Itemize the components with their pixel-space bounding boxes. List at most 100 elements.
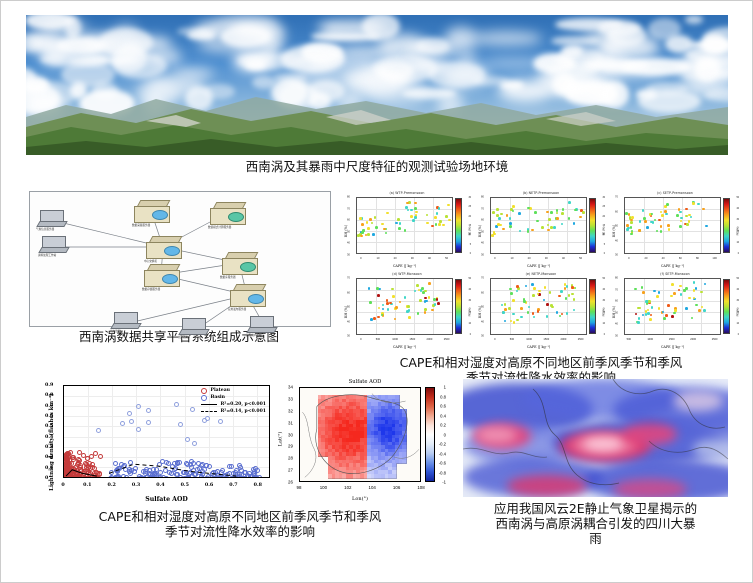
scatter-point — [381, 312, 384, 315]
colorbar-tick: 30 — [736, 300, 739, 303]
map-xtick: 108 — [417, 485, 425, 490]
cloud-puff — [333, 45, 398, 59]
scatter-point — [705, 224, 708, 228]
scatter-point — [414, 201, 417, 205]
scatter-point — [631, 216, 634, 219]
legend-label: Basin — [210, 395, 226, 400]
scatter-xaxis-label: CAPE (J kg⁻¹) — [392, 345, 417, 349]
cloud-puff — [68, 55, 140, 66]
scatter-xaxis-label: CAPE (J kg⁻¹) — [660, 264, 685, 268]
colorbar-tick: 10 — [736, 322, 739, 325]
scatter-point — [570, 284, 574, 287]
scatter-xtick: 50 — [579, 257, 583, 260]
scatter-point — [518, 229, 522, 233]
scatter-plot-area — [624, 278, 721, 335]
scatter-point — [574, 208, 577, 212]
cloud-puff — [324, 25, 341, 35]
colorbar-tick: 30 — [736, 219, 739, 222]
scatter-point — [403, 296, 407, 299]
scatter-xtick: 80 — [695, 257, 699, 260]
scatter-point — [437, 207, 441, 210]
scatter-point — [649, 214, 653, 218]
lightning-point — [170, 476, 176, 477]
network-node-11 — [246, 316, 278, 333]
scatter-point — [567, 294, 571, 298]
scatter-ytick: 80 — [615, 276, 618, 280]
colorbar-tick: 40 — [602, 289, 605, 292]
scatter-point — [543, 285, 547, 289]
scatter-point — [418, 299, 422, 302]
lightning-point — [238, 467, 244, 473]
lightning-point — [198, 474, 204, 477]
lightning-point — [78, 465, 84, 471]
scatter-point — [510, 291, 513, 295]
scatter-xtick: 2000 — [690, 338, 697, 341]
network-node-label: 数据采集服务器 — [132, 224, 151, 227]
lightning-point — [65, 476, 71, 477]
scatter-point — [694, 287, 698, 290]
scatter-point — [572, 222, 576, 225]
scatter-point — [395, 221, 399, 225]
lightning-point — [120, 420, 126, 426]
scatter-ytick: 60 — [347, 291, 350, 294]
cloud-puff — [472, 76, 509, 87]
scatter-ytick: 30 — [347, 334, 350, 338]
scatter-point — [414, 207, 417, 210]
scatter-point — [435, 206, 439, 209]
map-xtick: 106 — [392, 485, 401, 490]
scatter-xtick: 10 — [376, 257, 380, 260]
colorbar-tick: 25 — [468, 206, 471, 209]
scatter-point — [627, 212, 631, 216]
scatter-point — [532, 315, 536, 319]
scatter-point — [398, 222, 402, 225]
map-ytick: 32 — [288, 408, 293, 414]
scatter-point — [408, 316, 411, 319]
lightning-xtick: 0 — [61, 482, 65, 488]
lightning-point — [160, 459, 166, 465]
scatter-point — [376, 287, 379, 290]
scatter-point — [500, 303, 504, 307]
scatter-point — [360, 234, 364, 238]
scatter-point — [373, 317, 376, 321]
scatter-point — [416, 284, 419, 287]
cloud-puff — [46, 39, 118, 51]
mountain-ridge-shape — [26, 97, 728, 155]
scatter-point — [415, 210, 418, 214]
map-grid-cell — [402, 459, 408, 465]
scatter-point — [507, 306, 511, 310]
scatter-xtick: 500 — [626, 338, 631, 341]
scatter-colorbar — [723, 198, 730, 253]
scatter-point — [582, 211, 585, 214]
cloud-puff — [500, 81, 525, 91]
lightning-ytick: 0.8 — [45, 392, 54, 399]
lightning-ytick: 0.2 — [45, 454, 54, 461]
colorbar-tick: 20 — [602, 311, 605, 314]
scatter-xtick: 100 — [712, 257, 717, 260]
scatter-point — [644, 300, 648, 303]
scatter-colorbar — [723, 279, 730, 334]
scatter-point — [560, 212, 564, 216]
scatter-point — [646, 308, 650, 312]
scatter-xtick: 20 — [527, 257, 531, 260]
lightning-point — [158, 474, 164, 477]
colorbar-tick: 20 — [736, 230, 739, 233]
scatter-ytick: 40 — [347, 241, 350, 245]
lightning-point — [65, 476, 71, 477]
scatter-point — [671, 283, 674, 286]
lightning-point — [176, 460, 182, 466]
scatter-point — [426, 221, 429, 225]
scatter-point — [697, 202, 700, 206]
scatter-point — [495, 225, 499, 228]
lightning-point — [68, 469, 74, 475]
lightning-point — [166, 461, 172, 467]
cloud-puff — [686, 41, 728, 50]
scatter-point — [385, 299, 389, 302]
scatter-point — [625, 211, 628, 215]
lightning-point — [67, 476, 73, 477]
map-ytick: 31 — [288, 420, 293, 426]
lightning-point — [85, 463, 91, 468]
scatter-point — [627, 226, 630, 230]
cloud-puff — [146, 48, 183, 67]
scatter-point — [508, 217, 512, 221]
scatter-panel-title: (b) NETP-Premonsoon — [522, 191, 560, 195]
